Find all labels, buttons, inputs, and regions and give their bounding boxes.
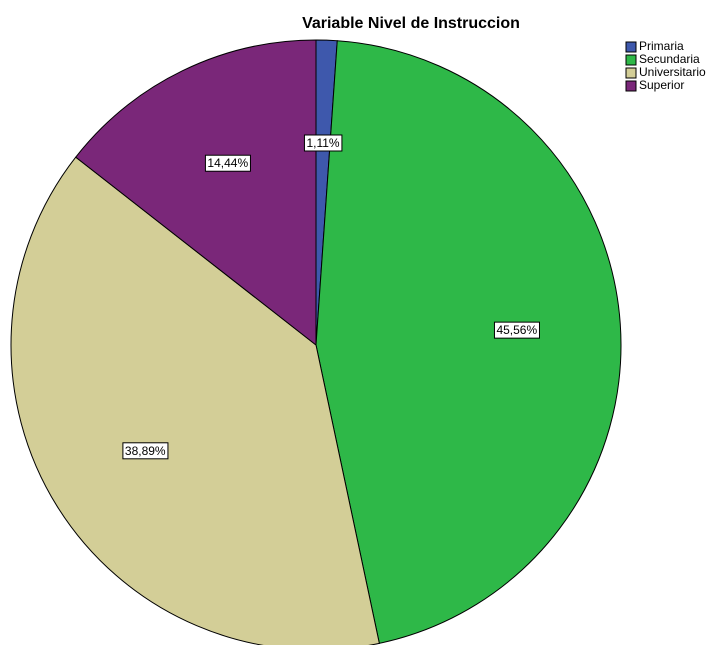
- legend-label: Secundaria: [639, 52, 700, 66]
- data-label: 1,11%: [306, 136, 339, 150]
- data-label: 14,44%: [207, 156, 248, 170]
- legend-swatch: [625, 41, 637, 53]
- data-label: 38,89%: [125, 444, 166, 458]
- legend-swatch: [625, 54, 637, 66]
- legend-swatch: [625, 67, 637, 79]
- pie-slice: [315, 40, 622, 644]
- pie-slice: [10, 156, 380, 645]
- legend-label: Primaria: [639, 39, 684, 53]
- data-label-box: [493, 321, 540, 339]
- legend-swatch: [625, 80, 637, 92]
- pie-slice: [75, 39, 317, 347]
- data-label-box: [204, 154, 251, 172]
- chart-title: Variable Nivel de Instruccion: [302, 15, 520, 32]
- data-label-box: [303, 134, 343, 152]
- legend-label: Universitario: [639, 65, 706, 79]
- data-label: 45,56%: [496, 323, 537, 337]
- legend-label: Superior: [639, 78, 684, 92]
- data-label-box: [122, 442, 169, 460]
